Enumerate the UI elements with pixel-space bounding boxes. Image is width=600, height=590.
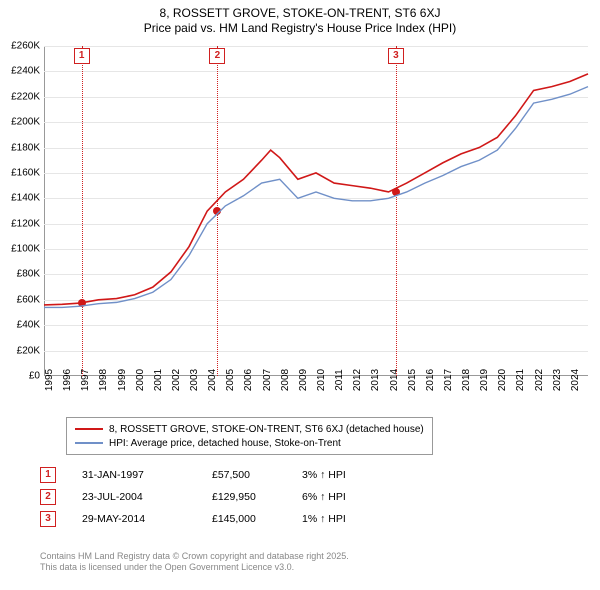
title-line2: Price paid vs. HM Land Registry's House … bbox=[0, 21, 600, 35]
footer: Contains HM Land Registry data © Crown c… bbox=[40, 551, 349, 574]
chart-container: 8, ROSSETT GROVE, STOKE-ON-TRENT, ST6 6X… bbox=[0, 0, 600, 590]
sales-badge: 3 bbox=[40, 511, 56, 527]
title-block: 8, ROSSETT GROVE, STOKE-ON-TRENT, ST6 6X… bbox=[0, 0, 600, 35]
y-tick-label: £260K bbox=[0, 41, 40, 52]
legend-swatch bbox=[75, 442, 103, 444]
title-line1: 8, ROSSETT GROVE, STOKE-ON-TRENT, ST6 6X… bbox=[0, 6, 600, 20]
sales-date: 31-JAN-1997 bbox=[82, 469, 212, 481]
y-tick-label: £0 bbox=[0, 371, 40, 382]
sales-date: 29-MAY-2014 bbox=[82, 513, 212, 525]
y-tick-label: £120K bbox=[0, 218, 40, 229]
sales-hpi: 1% ↑ HPI bbox=[302, 513, 392, 525]
sales-row: 3 29-MAY-2014£145,0001% ↑ HPI bbox=[40, 508, 392, 530]
legend-label: 8, ROSSETT GROVE, STOKE-ON-TRENT, ST6 6X… bbox=[109, 424, 424, 435]
legend-item: HPI: Average price, detached house, Stok… bbox=[75, 436, 424, 450]
line-series-svg bbox=[44, 46, 588, 376]
sales-date: 23-JUL-2004 bbox=[82, 491, 212, 503]
sales-hpi: 3% ↑ HPI bbox=[302, 469, 392, 481]
series-hpi bbox=[44, 87, 588, 308]
legend-swatch bbox=[75, 428, 103, 430]
y-tick-label: £220K bbox=[0, 91, 40, 102]
y-tick-label: £160K bbox=[0, 167, 40, 178]
y-tick-label: £100K bbox=[0, 244, 40, 255]
sales-table: 1 31-JAN-1997£57,5003% ↑ HPI 2 23-JUL-2004£… bbox=[40, 464, 392, 530]
legend-label: HPI: Average price, detached house, Stok… bbox=[109, 438, 341, 449]
y-tick-label: £200K bbox=[0, 117, 40, 128]
sales-price: £129,950 bbox=[212, 491, 302, 503]
sales-price: £145,000 bbox=[212, 513, 302, 525]
y-tick-label: £80K bbox=[0, 269, 40, 280]
sales-row: 2 23-JUL-2004£129,9506% ↑ HPI bbox=[40, 486, 392, 508]
series-price_paid bbox=[44, 74, 588, 305]
sales-row: 1 31-JAN-1997£57,5003% ↑ HPI bbox=[40, 464, 392, 486]
y-tick-label: £140K bbox=[0, 193, 40, 204]
legend: 8, ROSSETT GROVE, STOKE-ON-TRENT, ST6 6X… bbox=[66, 417, 433, 455]
y-tick-label: £20K bbox=[0, 345, 40, 356]
y-tick-label: £60K bbox=[0, 294, 40, 305]
y-tick-label: £180K bbox=[0, 142, 40, 153]
y-tick-label: £240K bbox=[0, 66, 40, 77]
footer-line2: This data is licensed under the Open Gov… bbox=[40, 562, 349, 574]
sales-hpi: 6% ↑ HPI bbox=[302, 491, 392, 503]
sales-price: £57,500 bbox=[212, 469, 302, 481]
sales-badge: 2 bbox=[40, 489, 56, 505]
y-tick-label: £40K bbox=[0, 320, 40, 331]
sales-badge: 1 bbox=[40, 467, 56, 483]
legend-item: 8, ROSSETT GROVE, STOKE-ON-TRENT, ST6 6X… bbox=[75, 422, 424, 436]
chart-plot-area: £0£20K£40K£60K£80K£100K£120K£140K£160K£1… bbox=[44, 46, 588, 376]
footer-line1: Contains HM Land Registry data © Crown c… bbox=[40, 551, 349, 563]
